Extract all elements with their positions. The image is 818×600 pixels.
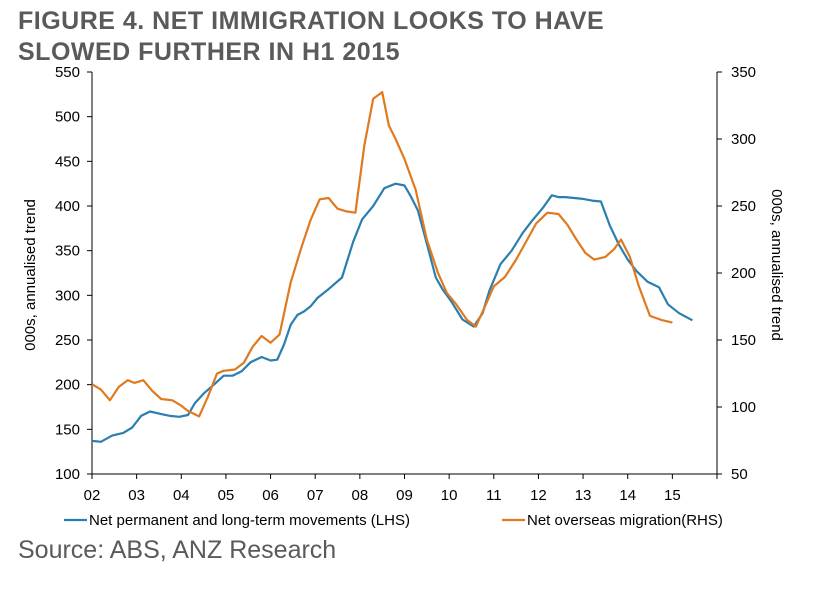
legend-label-lhs: Net permanent and long-term movements (L… — [89, 512, 410, 529]
right-tick-label: 200 — [731, 265, 756, 282]
left-tick-label: 450 — [55, 153, 80, 170]
left-tick-label: 250 — [55, 332, 80, 349]
left-axis-ticks: 100 150 200 250 300 350 400 450 500 550 — [55, 64, 92, 483]
x-tick-label: 02 — [84, 487, 101, 504]
x-tick-label: 07 — [307, 487, 324, 504]
right-axis-label: 000s, annualised trend — [768, 189, 785, 341]
left-axis-label: 000s, annualised trend — [22, 199, 39, 351]
right-axis-ticks: 50 100 150 200 250 300 350 — [717, 64, 756, 483]
left-tick-label: 500 — [55, 109, 80, 126]
x-tick-label: 09 — [396, 487, 413, 504]
x-tick-label: 15 — [664, 487, 681, 504]
left-tick-label: 100 — [55, 466, 80, 483]
x-tick-label: 05 — [218, 487, 235, 504]
chart-title-line-2: SLOWED FURTHER IN H1 2015 — [18, 38, 401, 66]
x-tick-label: 10 — [441, 487, 458, 504]
x-tick-label: 12 — [530, 487, 547, 504]
x-tick-label: 03 — [128, 487, 145, 504]
x-tick-label: 14 — [619, 487, 636, 504]
left-tick-label: 300 — [55, 287, 80, 304]
right-tick-label: 100 — [731, 399, 756, 416]
source-note: Source: ABS, ANZ Research — [18, 536, 337, 564]
x-tick-label: 11 — [486, 487, 502, 504]
x-tick-label: 04 — [173, 487, 190, 504]
x-axis-ticks: 02 03 04 05 06 07 08 09 10 11 12 13 14 15 — [84, 474, 718, 504]
left-tick-label: 150 — [55, 421, 80, 438]
x-tick-label: 08 — [352, 487, 369, 504]
right-tick-label: 350 — [731, 64, 756, 81]
chart-title: FIGURE 4. NET IMMIGRATION LOOKS TO HAVE … — [18, 6, 808, 68]
legend-label-rhs: Net overseas migration(RHS) — [527, 512, 723, 529]
right-tick-label: 300 — [731, 131, 756, 148]
right-tick-label: 150 — [731, 332, 756, 349]
right-tick-label: 50 — [731, 466, 748, 483]
series-line-net-permanent-long-term — [91, 182, 693, 443]
left-tick-label: 400 — [55, 198, 80, 215]
series-line-net-overseas-migration — [91, 91, 673, 418]
right-tick-label: 250 — [731, 198, 756, 215]
chart-axes — [91, 72, 718, 475]
left-tick-label: 200 — [55, 377, 80, 394]
left-tick-label: 550 — [55, 64, 80, 81]
left-tick-label: 350 — [55, 243, 80, 260]
chart-legend: Net permanent and long-term movements (L… — [64, 512, 723, 529]
x-tick-label: 13 — [575, 487, 592, 504]
x-tick-label: 06 — [262, 487, 279, 504]
chart-title-line-1: FIGURE 4. NET IMMIGRATION LOOKS TO HAVE — [18, 7, 605, 35]
